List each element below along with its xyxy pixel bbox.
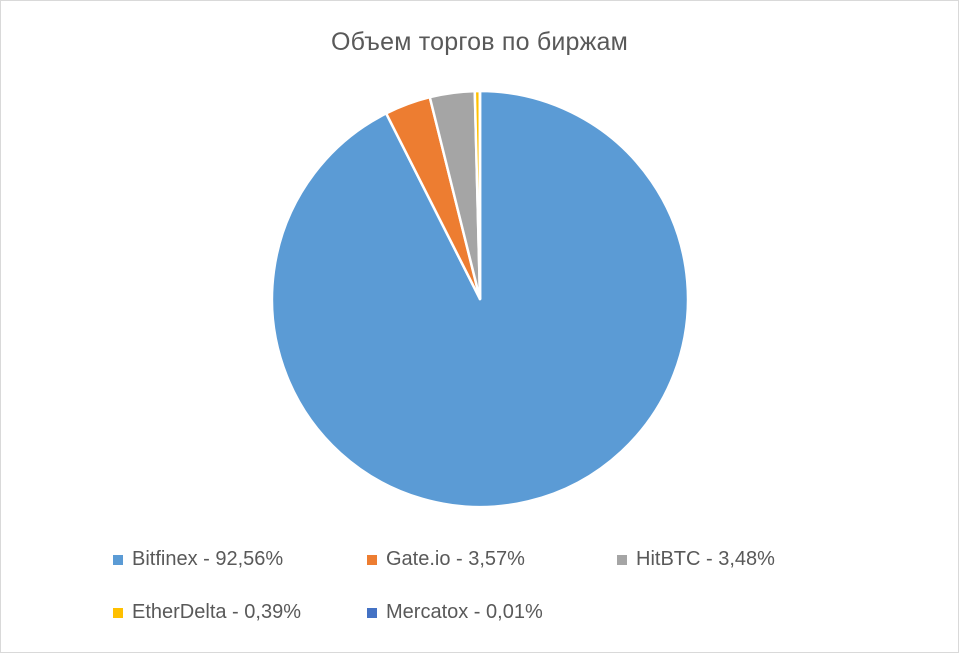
legend-swatch [367, 554, 377, 565]
legend-swatch [113, 554, 123, 565]
legend-item-etherdelta: EtherDelta - 0,39% [113, 601, 301, 624]
legend-label: HitBTC - 3,48% [636, 548, 775, 570]
legend-item-mercatox: Mercatox - 0,01% [367, 601, 543, 624]
legend-label: Bitfinex - 92,56% [132, 548, 284, 570]
legend-item-bitfinex: Bitfinex - 92,56% [113, 548, 283, 571]
legend-item-gate-io: Gate.io - 3,57% [367, 548, 525, 571]
legend-swatch [113, 607, 123, 618]
pie-slice-bitfinex [270, 89, 690, 509]
chart-title: Объем торгов по биржам [330, 28, 629, 56]
legend-swatch [367, 607, 377, 618]
legend-label: Mercatox - 0,01% [386, 601, 543, 623]
legend-item-hitbtc: HitBTC - 3,48% [617, 548, 775, 571]
legend-label: EtherDelta - 0,39% [132, 601, 301, 623]
legend-swatch [617, 554, 627, 565]
legend-label: Gate.io - 3,57% [386, 548, 525, 570]
